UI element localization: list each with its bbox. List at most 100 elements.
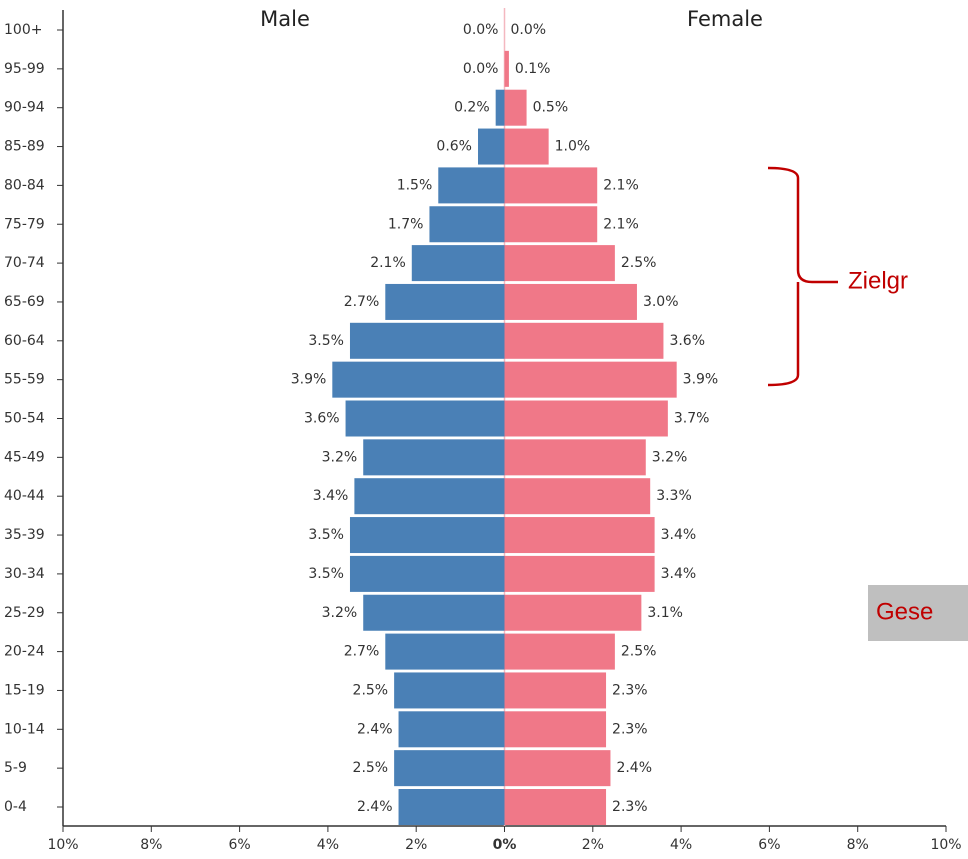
x-tick-label: 10% <box>930 837 961 853</box>
y-tick-label: 85-89 <box>4 139 45 155</box>
y-tick-label: 95-99 <box>4 61 45 77</box>
x-tick-label: 8% <box>140 837 162 853</box>
y-tick-label: 0-4 <box>4 799 27 815</box>
bar <box>394 750 505 787</box>
value-label: 3.5% <box>308 566 344 582</box>
x-tick-label: 2% <box>582 837 604 853</box>
series-title: Male <box>260 7 310 31</box>
bar <box>495 89 505 126</box>
bar <box>394 672 505 709</box>
x-tick-label: 0% <box>493 837 517 853</box>
series-title: Female <box>687 7 763 31</box>
bar <box>385 633 505 670</box>
value-label: 2.5% <box>353 760 389 776</box>
y-tick-label: 75-79 <box>4 216 45 232</box>
y-tick-label: 80-84 <box>4 177 45 193</box>
bar <box>504 750 611 787</box>
bar <box>429 206 505 243</box>
value-label: 3.6% <box>304 411 340 427</box>
value-label: 2.1% <box>603 177 639 193</box>
value-label: 1.7% <box>388 216 424 232</box>
bar <box>504 439 646 476</box>
value-label: 2.3% <box>612 682 648 698</box>
y-tick-label: 65-69 <box>4 294 45 310</box>
value-label: 3.5% <box>308 333 344 349</box>
bar <box>504 711 607 748</box>
value-label: 2.7% <box>344 644 380 660</box>
value-label: 3.0% <box>643 294 679 310</box>
value-label: 2.3% <box>612 799 648 815</box>
value-label: 0.0% <box>511 22 547 38</box>
bar <box>504 672 607 709</box>
annotation-box <box>868 585 968 641</box>
x-tick-label: 4% <box>317 837 339 853</box>
bar <box>504 245 615 282</box>
y-tick-label: 20-24 <box>4 644 45 660</box>
y-tick-label: 50-54 <box>4 411 45 427</box>
value-label: 2.3% <box>612 721 648 737</box>
bar <box>504 283 637 320</box>
bar <box>349 555 505 592</box>
bar <box>363 439 505 476</box>
bar <box>332 361 505 398</box>
value-label: 3.4% <box>661 566 697 582</box>
value-label: 1.5% <box>397 177 433 193</box>
value-label: 3.1% <box>647 605 683 621</box>
value-label: 2.5% <box>353 682 389 698</box>
y-tick-label: 5-9 <box>4 760 27 776</box>
value-label: 3.9% <box>291 372 327 388</box>
value-label: 2.5% <box>621 255 657 271</box>
y-tick-label: 55-59 <box>4 372 45 388</box>
bar <box>504 50 509 87</box>
x-tick-label: 6% <box>228 837 250 853</box>
bar <box>504 400 668 437</box>
value-label: 2.1% <box>370 255 406 271</box>
bar <box>363 594 505 631</box>
bar <box>504 789 607 825</box>
bar <box>504 478 651 515</box>
y-tick-label: 100+ <box>4 22 42 38</box>
bar <box>349 322 505 359</box>
value-label: 3.7% <box>674 411 710 427</box>
bar <box>504 167 598 204</box>
bar <box>411 245 505 282</box>
annotation: Zielgr <box>848 267 908 294</box>
bar <box>504 322 664 359</box>
y-tick-label: 60-64 <box>4 333 45 349</box>
bar <box>349 517 505 554</box>
y-tick-label: 10-14 <box>4 721 45 737</box>
bar <box>504 633 615 670</box>
x-tick-label: 6% <box>758 837 780 853</box>
value-label: 2.4% <box>616 760 652 776</box>
bar <box>438 167 505 204</box>
value-label: 2.4% <box>357 799 393 815</box>
value-label: 2.1% <box>603 216 639 232</box>
value-label: 3.2% <box>322 605 358 621</box>
value-label: 0.6% <box>436 139 472 155</box>
bar <box>504 206 598 243</box>
value-label: 0.5% <box>533 100 569 116</box>
y-tick-label: 35-39 <box>4 527 45 543</box>
y-tick-label: 25-29 <box>4 605 45 621</box>
bar <box>385 283 505 320</box>
bar <box>504 89 527 126</box>
value-label: 3.2% <box>322 449 358 465</box>
value-label: 0.0% <box>463 22 499 38</box>
y-tick-label: 90-94 <box>4 100 45 116</box>
value-label: 3.9% <box>683 372 719 388</box>
bar <box>504 361 677 398</box>
y-tick-label: 30-34 <box>4 566 45 582</box>
value-label: 1.0% <box>555 139 591 155</box>
bar <box>504 517 655 554</box>
value-label: 3.3% <box>656 488 692 504</box>
annotation: Gese <box>876 598 933 625</box>
bar <box>398 711 505 748</box>
value-label: 3.4% <box>661 527 697 543</box>
bar <box>345 400 505 437</box>
value-label: 0.1% <box>515 61 551 77</box>
x-tick-label: 2% <box>405 837 427 853</box>
y-tick-label: 70-74 <box>4 255 45 271</box>
x-tick-label: 10% <box>47 837 78 853</box>
